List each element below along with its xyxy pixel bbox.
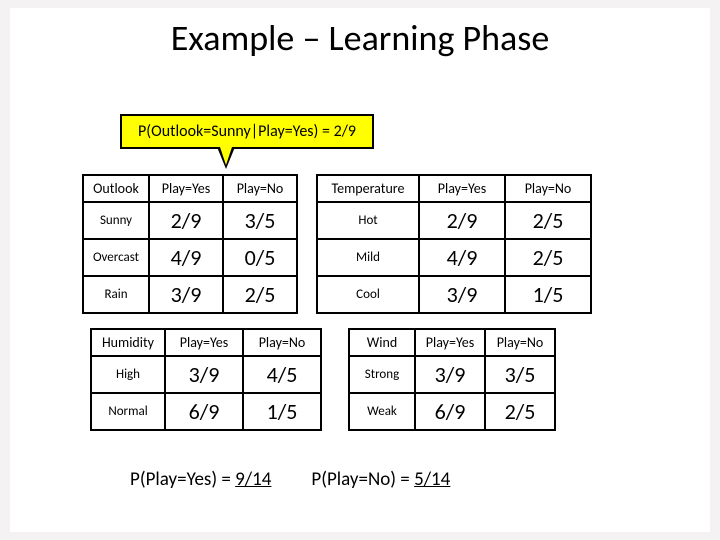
table-row: Strong 3/9 3/5 <box>349 356 555 393</box>
prior-no: P(Play=No) = 5/14 <box>311 468 450 491</box>
col-play-yes: Play=Yes <box>165 329 243 356</box>
table-row: Sunny 2/9 3/5 <box>83 202 297 239</box>
prior-no-label: P(Play=No) = <box>311 468 414 491</box>
cell: 2/5 <box>505 202 591 239</box>
cell: 6/9 <box>415 393 485 430</box>
col-play-no: Play=No <box>485 329 555 356</box>
cell: 3/9 <box>149 276 223 313</box>
table-row: High 3/9 4/5 <box>91 356 321 393</box>
cell: 2/5 <box>223 276 297 313</box>
row-label: Weak <box>349 393 415 430</box>
outlook-table: Outlook Play=Yes Play=No Sunny 2/9 3/5 O… <box>82 174 298 314</box>
top-tables-row: Outlook Play=Yes Play=No Sunny 2/9 3/5 O… <box>82 174 592 314</box>
prior-yes: P(Play=Yes) = 9/14 <box>130 468 271 491</box>
wind-table: Wind Play=Yes Play=No Strong 3/9 3/5 Wea… <box>348 328 556 431</box>
cell: 3/9 <box>419 276 505 313</box>
prior-probabilities: P(Play=Yes) = 9/14 P(Play=No) = 5/14 <box>130 468 450 491</box>
cell: 0/5 <box>223 239 297 276</box>
cell: 4/9 <box>149 239 223 276</box>
table-row: Rain 3/9 2/5 <box>83 276 297 313</box>
table-row: Cool 3/9 1/5 <box>317 276 591 313</box>
cell: 3/5 <box>223 202 297 239</box>
row-label: High <box>91 356 165 393</box>
cell: 4/5 <box>243 356 321 393</box>
row-label: Sunny <box>83 202 149 239</box>
temperature-header: Temperature <box>317 175 419 202</box>
wind-header: Wind <box>349 329 415 356</box>
cell: 2/5 <box>505 239 591 276</box>
row-label: Overcast <box>83 239 149 276</box>
cell: 2/9 <box>149 202 223 239</box>
slide-title: Example – Learning Phase <box>10 8 710 64</box>
humidity-header: Humidity <box>91 329 165 356</box>
cell: 6/9 <box>165 393 243 430</box>
cell: 1/5 <box>505 276 591 313</box>
prior-yes-label: P(Play=Yes) = <box>130 468 235 491</box>
temperature-table: Temperature Play=Yes Play=No Hot 2/9 2/5… <box>316 174 592 314</box>
row-label: Cool <box>317 276 419 313</box>
cell: 1/5 <box>243 393 321 430</box>
prior-yes-value: 9/14 <box>235 468 271 491</box>
row-label: Rain <box>83 276 149 313</box>
cell: 2/5 <box>485 393 555 430</box>
cell: 3/9 <box>415 356 485 393</box>
mid-tables-row: Humidity Play=Yes Play=No High 3/9 4/5 N… <box>90 328 556 431</box>
prior-no-value: 5/14 <box>414 468 450 491</box>
col-play-no: Play=No <box>223 175 297 202</box>
cell: 3/5 <box>485 356 555 393</box>
col-play-no: Play=No <box>243 329 321 356</box>
col-play-yes: Play=Yes <box>419 175 505 202</box>
col-play-yes: Play=Yes <box>149 175 223 202</box>
cell: 2/9 <box>419 202 505 239</box>
row-label: Hot <box>317 202 419 239</box>
row-label: Normal <box>91 393 165 430</box>
table-row: Overcast 4/9 0/5 <box>83 239 297 276</box>
table-row: Hot 2/9 2/5 <box>317 202 591 239</box>
cell: 4/9 <box>419 239 505 276</box>
row-label: Strong <box>349 356 415 393</box>
table-row: Mild 4/9 2/5 <box>317 239 591 276</box>
outlook-header: Outlook <box>83 175 149 202</box>
formula-callout: P(Outlook=Sunny|Play=Yes) = 2/9 <box>120 114 374 149</box>
col-play-yes: Play=Yes <box>415 329 485 356</box>
table-row: Weak 6/9 2/5 <box>349 393 555 430</box>
col-play-no: Play=No <box>505 175 591 202</box>
row-label: Mild <box>317 239 419 276</box>
slide: Example – Learning Phase P(Outlook=Sunny… <box>10 8 710 532</box>
cell: 3/9 <box>165 356 243 393</box>
humidity-table: Humidity Play=Yes Play=No High 3/9 4/5 N… <box>90 328 322 431</box>
table-row: Normal 6/9 1/5 <box>91 393 321 430</box>
